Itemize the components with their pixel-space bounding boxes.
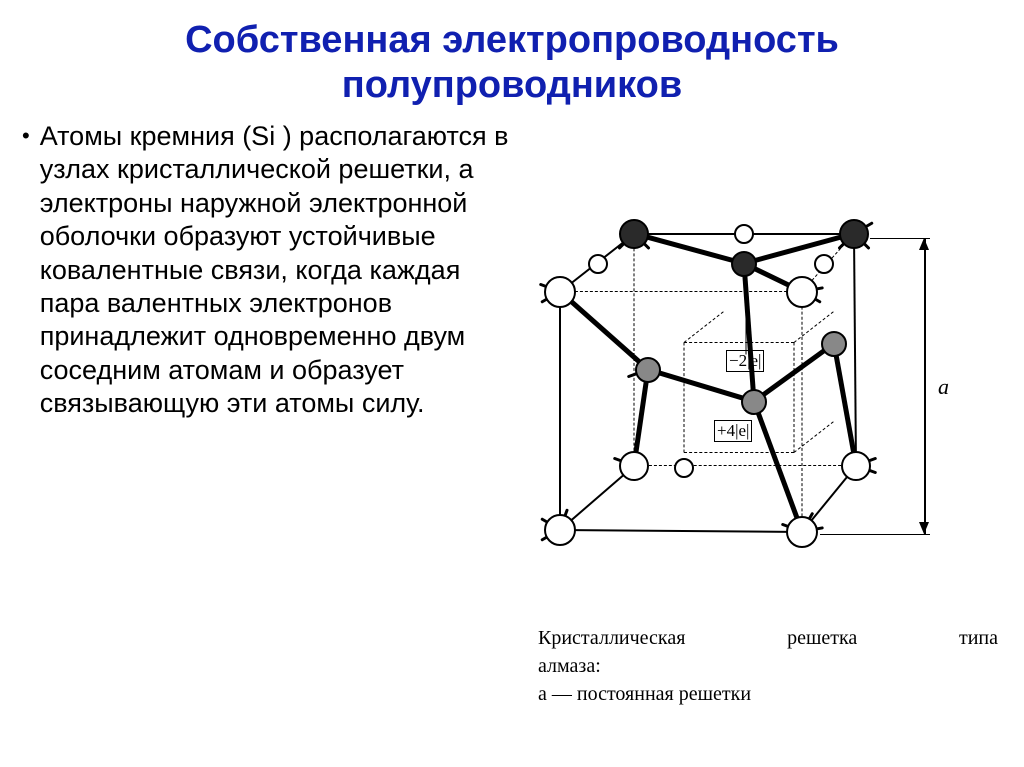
charge-label-positive: +4|e| <box>714 420 752 442</box>
lattice-edge <box>633 231 744 266</box>
caption-line-3: a — постоянная решетки <box>538 680 998 708</box>
atom-node <box>741 389 767 415</box>
arrow-down-icon <box>919 522 929 534</box>
atom-node <box>786 276 818 308</box>
title-text: Собственная электропроводность полупрово… <box>185 19 839 106</box>
text-column: • Атомы кремния (Si ) располагаются в уз… <box>44 120 524 614</box>
inner-cube-edge <box>684 452 794 453</box>
atom-node <box>619 451 649 481</box>
dimension-tick <box>820 534 930 536</box>
caption-line-2: алмаза: <box>538 652 998 680</box>
lattice-edge <box>752 401 805 533</box>
atom-node <box>786 516 818 548</box>
inner-cube-edge <box>794 421 834 453</box>
page-title: Собственная электропроводность полупрово… <box>0 0 1024 116</box>
atom-node <box>821 331 847 357</box>
bullet-dot-icon: • <box>22 120 30 152</box>
atom-node <box>674 458 694 478</box>
inner-cube-edge <box>684 311 724 343</box>
lattice-edge <box>634 465 856 466</box>
dimension-line <box>924 238 926 534</box>
caption-line-1: Кристаллическаярешеткатипа <box>538 624 998 652</box>
inner-cube-edge <box>684 342 685 452</box>
lattice-edge <box>560 291 802 292</box>
lattice-edge <box>634 233 635 465</box>
lattice-edge <box>853 234 857 466</box>
lattice-edge <box>559 292 561 530</box>
atom-node <box>839 219 869 249</box>
atom-node <box>635 357 661 383</box>
diagram-column: a −2|e| +4|e| Кристаллическаярешеткатипа… <box>524 120 1014 614</box>
atom-node <box>731 251 757 277</box>
atom-node <box>544 276 576 308</box>
dimension-label-a: a <box>936 374 951 400</box>
arrow-up-icon <box>919 238 929 250</box>
bullet-text: Атомы кремния (Si ) располагаются в узла… <box>40 120 518 421</box>
atom-node <box>619 219 649 249</box>
atom-node <box>841 451 871 481</box>
atom-node <box>734 224 754 244</box>
lattice-edge <box>802 291 803 531</box>
diagram-caption: Кристаллическаярешеткатипа алмаза: a — п… <box>538 624 998 708</box>
atom-node <box>814 254 834 274</box>
inner-cube-edge <box>684 342 794 343</box>
lattice-edge <box>560 529 802 533</box>
crystal-lattice-diagram: a −2|e| +4|e| <box>524 174 984 614</box>
bullet-item: • Атомы кремния (Si ) располагаются в уз… <box>44 120 518 421</box>
lattice-edge <box>742 263 757 401</box>
lattice-edge <box>647 367 754 404</box>
atom-node <box>544 514 576 546</box>
inner-cube-edge <box>794 342 795 452</box>
atom-node <box>588 254 608 274</box>
content-area: • Атомы кремния (Si ) располагаются в уз… <box>0 116 1024 614</box>
